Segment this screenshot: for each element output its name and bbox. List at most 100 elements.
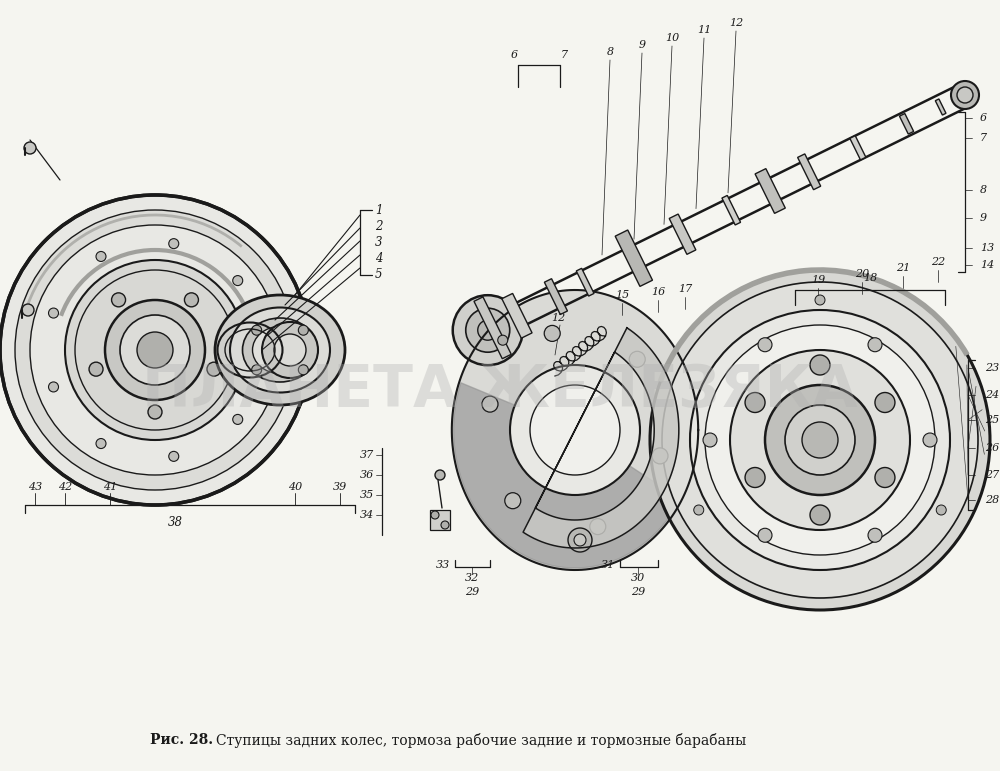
Text: 21: 21 [896,263,910,273]
Text: 4: 4 [375,251,382,264]
Text: 7: 7 [980,133,987,143]
Circle shape [650,270,990,610]
Circle shape [629,352,645,367]
Circle shape [15,210,295,490]
Polygon shape [502,294,532,338]
Text: 37: 37 [360,450,374,460]
Text: 6: 6 [980,113,987,123]
Ellipse shape [252,326,308,373]
Circle shape [478,320,498,340]
Circle shape [258,345,268,355]
Text: 7: 7 [560,50,568,60]
Circle shape [435,470,445,480]
Circle shape [703,433,717,447]
Circle shape [274,334,306,366]
Circle shape [30,225,280,475]
Circle shape [298,365,308,375]
Circle shape [105,300,205,400]
Text: 12: 12 [729,18,743,28]
Text: 25: 25 [985,415,999,425]
Text: 32: 32 [465,573,479,583]
Circle shape [590,519,606,534]
Circle shape [22,304,34,316]
Text: 11: 11 [697,25,711,35]
Text: 30: 30 [631,573,645,583]
Circle shape [802,422,838,458]
Text: 6: 6 [510,50,518,60]
Text: 29: 29 [631,587,645,597]
Text: 10: 10 [665,33,679,43]
Text: 17: 17 [678,284,692,294]
Circle shape [252,325,262,335]
Circle shape [49,382,59,392]
Polygon shape [454,382,680,568]
Circle shape [24,142,36,154]
Text: Рис. 28.: Рис. 28. [150,733,213,747]
Text: 5: 5 [375,268,382,281]
Circle shape [957,87,973,103]
Circle shape [574,534,586,546]
Circle shape [184,293,198,307]
Circle shape [169,239,179,248]
Circle shape [89,362,103,376]
Circle shape [262,322,318,378]
Circle shape [530,385,620,475]
Text: 39: 39 [333,482,347,492]
Circle shape [810,505,830,525]
Polygon shape [430,510,450,530]
Circle shape [169,451,179,461]
Text: 29: 29 [465,587,479,597]
Ellipse shape [242,318,318,382]
Circle shape [49,308,59,318]
Text: 20: 20 [855,269,869,279]
Circle shape [441,521,449,529]
Circle shape [745,392,765,412]
Text: 23: 23 [985,363,999,373]
Text: 31: 31 [601,560,615,570]
Circle shape [936,505,946,515]
Circle shape [96,251,106,261]
Polygon shape [722,195,741,225]
Circle shape [745,467,765,487]
Ellipse shape [215,295,345,405]
Text: 24: 24 [985,390,999,400]
Circle shape [298,325,308,335]
Circle shape [544,325,560,342]
Circle shape [505,493,521,509]
Text: 2: 2 [375,220,382,233]
Circle shape [810,355,830,375]
Circle shape [466,308,510,352]
Text: 14: 14 [980,260,994,270]
Circle shape [568,528,592,552]
Circle shape [0,195,310,505]
Circle shape [431,511,439,519]
Circle shape [498,335,508,345]
Circle shape [148,405,162,419]
Circle shape [252,365,262,375]
Circle shape [951,81,979,109]
Circle shape [65,260,245,440]
Text: Ступицы задних колес, тормоза рабочие задние и тормозные барабаны: Ступицы задних колес, тормоза рабочие за… [216,732,746,748]
Circle shape [785,405,855,475]
Circle shape [705,325,935,555]
Circle shape [207,362,221,376]
Polygon shape [798,154,821,190]
Text: 36: 36 [360,470,374,480]
Text: 26: 26 [985,443,999,453]
Circle shape [694,505,704,515]
Text: 22: 22 [931,257,945,267]
Text: 40: 40 [288,482,302,492]
Circle shape [112,293,126,307]
Ellipse shape [230,308,330,392]
Circle shape [815,295,825,305]
Circle shape [652,448,668,464]
Circle shape [758,528,772,542]
Text: 35: 35 [360,490,374,500]
Circle shape [730,350,910,530]
Circle shape [868,528,882,542]
Circle shape [923,433,937,447]
Text: 34: 34 [360,510,374,520]
Text: 18: 18 [863,273,877,283]
Circle shape [875,392,895,412]
Circle shape [765,385,875,495]
